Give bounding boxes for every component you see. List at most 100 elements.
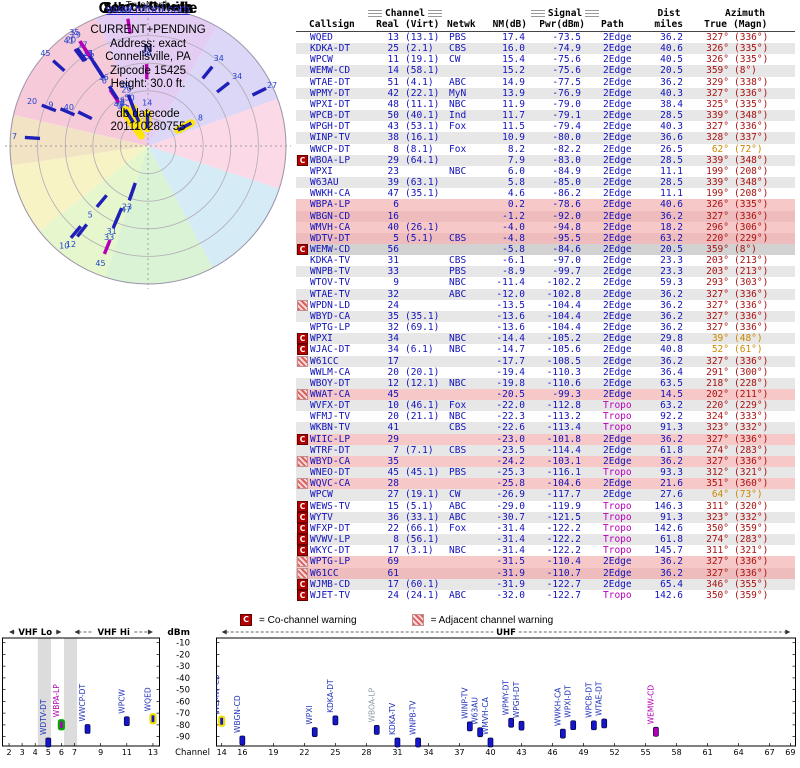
azimuth-magnetic: (333°) bbox=[734, 411, 769, 423]
north-label: N bbox=[143, 42, 152, 55]
network: NBC bbox=[449, 277, 467, 289]
callsign-link[interactable]: WYTV bbox=[310, 511, 333, 523]
path-type: Tropo bbox=[603, 467, 632, 479]
callsign-link[interactable]: WEMW-CD bbox=[310, 243, 351, 255]
callsign-link[interactable]: WPCB-DT bbox=[310, 110, 351, 122]
callsign-link[interactable]: WWKH-CA bbox=[310, 188, 351, 200]
azimuth-true: 327° bbox=[706, 299, 729, 311]
noise-margin: -13.6 bbox=[496, 322, 525, 334]
callsign-link[interactable]: WINP-TV bbox=[310, 132, 351, 144]
callsign-link[interactable]: WFMJ-TV bbox=[310, 411, 351, 423]
signal-bar bbox=[477, 727, 484, 738]
callsign-link[interactable]: WQVC-CA bbox=[310, 478, 351, 490]
callsign-link[interactable]: WPXI bbox=[310, 165, 333, 177]
callsign-link[interactable]: WVWV-LP bbox=[310, 534, 351, 546]
noise-margin: -22.0 bbox=[496, 400, 525, 412]
col-nm: NM(dB) bbox=[492, 19, 527, 30]
radar-marker bbox=[77, 110, 93, 121]
virtual-channel: (46.1) bbox=[405, 400, 440, 412]
tvfool-link[interactable]: www.tvfool.com bbox=[106, 2, 190, 16]
warning-cell bbox=[296, 43, 309, 54]
azimuth-magnetic: (335°) bbox=[734, 54, 769, 66]
radar-marker bbox=[111, 213, 121, 229]
real-channel: 41 bbox=[387, 422, 399, 434]
warning-cell bbox=[296, 445, 309, 456]
callsign-link[interactable]: KDKA-TV bbox=[310, 255, 351, 267]
azimuth-magnetic: (283°) bbox=[734, 534, 769, 546]
callsign-link[interactable]: WTOV-TV bbox=[310, 277, 351, 289]
virtual-channel: (56.1) bbox=[405, 534, 440, 546]
callsign-link[interactable]: WJET-TV bbox=[310, 589, 351, 601]
azimuth-true: 327° bbox=[706, 556, 729, 568]
callsign-link[interactable]: WWAT-CA bbox=[310, 389, 351, 400]
callsign-link[interactable]: WFXP-DT bbox=[310, 522, 351, 534]
callsign-link[interactable]: WIIC-LP bbox=[310, 433, 351, 445]
callsign-link[interactable]: WBPA-LP bbox=[310, 199, 351, 211]
noise-margin: -23.0 bbox=[496, 433, 525, 445]
callsign-link[interactable]: WBYD-CA bbox=[310, 310, 351, 322]
radar-channel-label: 56 bbox=[141, 49, 151, 58]
power-dbm: -122.7 bbox=[546, 578, 581, 590]
adjacent-channel-warning-icon bbox=[297, 567, 308, 579]
callsign-link[interactable]: WTAE-TV bbox=[310, 288, 351, 300]
callsign-link[interactable]: WBGN-CD bbox=[310, 210, 351, 222]
power-dbm: -85.0 bbox=[552, 177, 581, 189]
callsign-link[interactable]: W63AU bbox=[310, 177, 339, 189]
path-type: 2Edge bbox=[603, 110, 632, 122]
callsign-link[interactable]: WBOA-LP bbox=[310, 154, 351, 166]
callsign-link[interactable]: WPTG-LP bbox=[310, 556, 351, 568]
callsign-link[interactable]: WJMB-CD bbox=[310, 578, 351, 590]
callsign-link[interactable]: WWCP-DT bbox=[310, 143, 351, 155]
callsign-link[interactable]: W61CC bbox=[310, 355, 339, 367]
callsign-link[interactable]: KDKA-DT bbox=[310, 43, 351, 55]
callsign-link[interactable]: WBYD-CA bbox=[310, 455, 351, 467]
callsign-link[interactable]: WEMW-CD bbox=[310, 65, 351, 77]
noise-margin: 11.9 bbox=[502, 98, 525, 110]
callsign-link[interactable]: WNEO-DT bbox=[310, 467, 351, 479]
callsign-link[interactable]: WPCW bbox=[310, 54, 333, 66]
azimuth-magnetic: (332°) bbox=[734, 511, 769, 523]
callsign-link[interactable]: WPMY-DT bbox=[310, 87, 351, 99]
callsign-link[interactable]: WNPB-TV bbox=[310, 266, 351, 278]
real-channel: 6 bbox=[393, 199, 399, 211]
callsign-link[interactable]: WKBN-TV bbox=[310, 422, 351, 434]
callsign-link[interactable]: WVFX-DT bbox=[310, 400, 351, 412]
network: NBC bbox=[449, 98, 467, 110]
callsign-link[interactable]: WDTV-DT bbox=[310, 232, 351, 244]
radar-marker bbox=[177, 121, 193, 132]
callsign-link[interactable]: WBOY-DT bbox=[310, 377, 351, 389]
distance-miles: 36.2 bbox=[660, 455, 683, 467]
callsign-link[interactable]: WQED bbox=[310, 32, 333, 43]
distance-miles: 40.8 bbox=[660, 344, 683, 356]
virtual-channel: (64.1) bbox=[405, 154, 440, 166]
callsign-link[interactable]: WTAE-DT bbox=[310, 76, 351, 88]
channel-tick-label: 16 bbox=[237, 748, 247, 757]
distance-miles: 36.2 bbox=[660, 567, 683, 579]
callsign-link[interactable]: W61CC bbox=[310, 567, 339, 579]
callsign-link[interactable]: WPXI bbox=[310, 333, 333, 345]
callsign-link[interactable]: WPDN-LD bbox=[310, 299, 351, 311]
callsign-link[interactable]: WKYC-DT bbox=[310, 545, 351, 557]
table-row: KDKA-DT 25 (2.1) CBS 16.0 -74.9 2Edge 40.6 326° (… bbox=[296, 43, 795, 55]
callsign-link[interactable]: WPXI-DT bbox=[310, 98, 351, 110]
callsign-link[interactable]: WMVH-CA bbox=[310, 221, 351, 233]
callsign-link[interactable]: WPTG-LP bbox=[310, 322, 351, 334]
callsign-link[interactable]: WJAC-DT bbox=[310, 344, 351, 356]
table-row: WQED 13 (13.1) PBS 17.4 -73.5 2Edge 36.2 327° (33… bbox=[296, 32, 795, 43]
warning-cell: C bbox=[296, 500, 309, 512]
table-row: WTAE-DT 51 (4.1) ABC 14.9 -77.5 2Edge 36.2 329° (… bbox=[296, 77, 795, 88]
co-channel-warning-icon: C bbox=[297, 244, 308, 256]
signal-bar bbox=[394, 737, 401, 748]
real-channel: 32 bbox=[387, 288, 399, 300]
callsign-link[interactable]: WEWS-TV bbox=[310, 500, 351, 512]
callsign-link[interactable]: WWLM-CA bbox=[310, 366, 351, 378]
callsign-link[interactable]: WPCW bbox=[310, 489, 333, 501]
path-type: 2Edge bbox=[603, 199, 632, 211]
warning-legend: C = Co-channel warning = Adjacent channe… bbox=[240, 614, 800, 626]
table-row: C WBOA-LP 29 (64.1) 7.9 -83.0 2Edge 28.5 339° (34… bbox=[296, 154, 795, 166]
callsign-link[interactable]: WPGH-DT bbox=[310, 121, 351, 133]
warning-cell bbox=[296, 389, 309, 401]
callsign-link[interactable]: WTRF-DT bbox=[310, 444, 351, 456]
noise-margin: 15.2 bbox=[502, 65, 525, 77]
path-type: 2Edge bbox=[603, 65, 632, 77]
